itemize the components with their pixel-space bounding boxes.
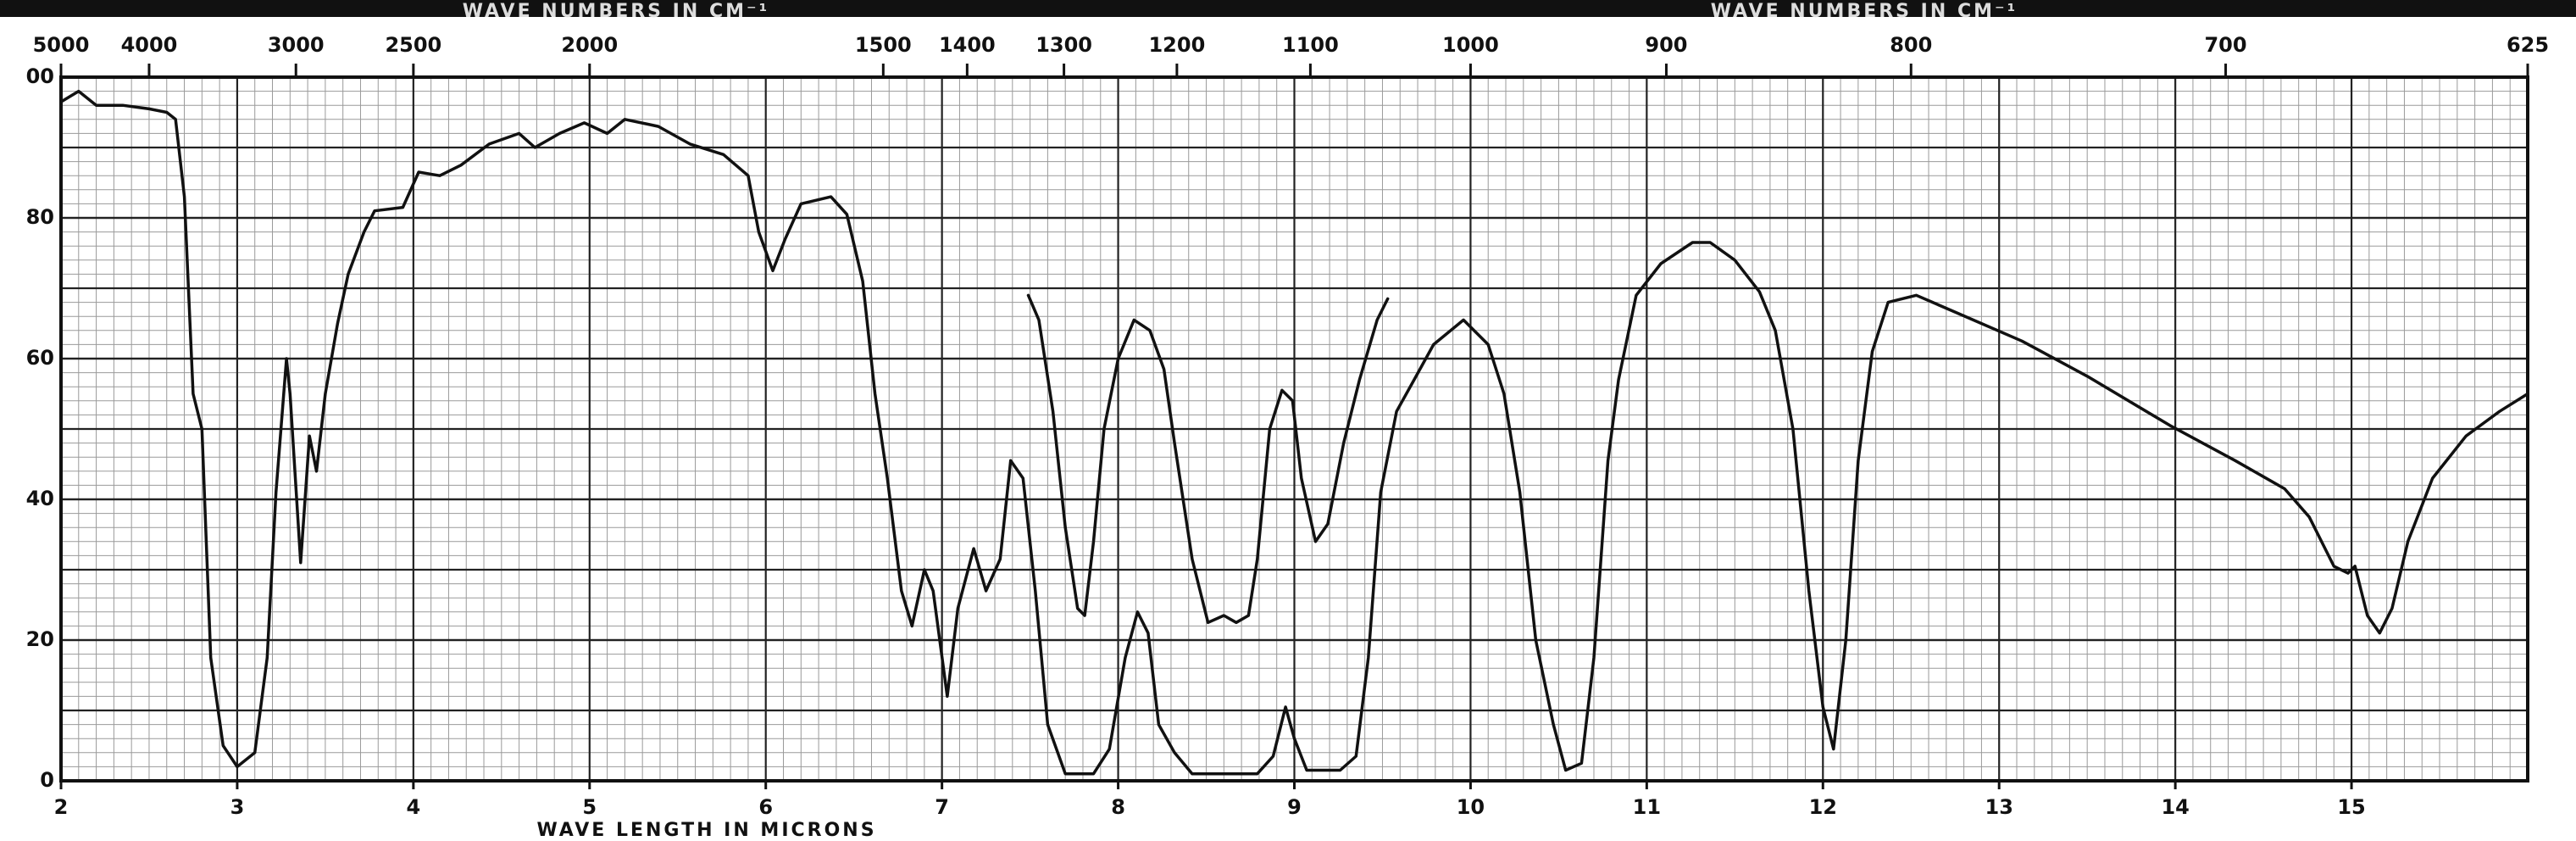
x2-tick-label: 1000 <box>1442 33 1499 57</box>
x2-tick-label: 800 <box>1890 33 1932 57</box>
x-tick-label: 4 <box>407 795 421 819</box>
x2-tick-label: 2000 <box>561 33 618 57</box>
x2-tick-label: 700 <box>2204 33 2246 57</box>
y-tick-label: 0 <box>40 768 54 792</box>
x2-tick-label: 625 <box>2507 33 2549 57</box>
grid <box>59 75 2528 783</box>
x2-tick-label: 1500 <box>855 33 912 57</box>
x-tick-label: 11 <box>1633 795 1661 819</box>
x2-tick-label: 1300 <box>1035 33 1092 57</box>
x-tick-label: 15 <box>2337 795 2365 819</box>
x2-tick-label: 1400 <box>939 33 996 57</box>
x2-axis-title: WAVE NUMBERS IN CM⁻¹ <box>463 1 769 22</box>
plot-frame <box>59 75 2529 783</box>
y-tick-label: 20 <box>26 627 54 651</box>
x2-tick-label: 2500 <box>385 33 441 57</box>
y-tick-label: 60 <box>26 346 54 370</box>
top-bar <box>0 0 2576 17</box>
x2-tick-label: 3000 <box>268 33 325 57</box>
x2-tick-label: 900 <box>1645 33 1687 57</box>
x-tick-label: 2 <box>54 795 69 819</box>
x2-axis-title: WAVE NUMBERS IN CM⁻¹ <box>1711 1 2018 22</box>
spectrum-trace <box>59 89 2529 776</box>
x-tick-label: 10 <box>1457 795 1485 819</box>
x-tick-label: 14 <box>2161 795 2189 819</box>
y-tick-label: 80 <box>26 205 54 229</box>
x2-tick-label: 1200 <box>1148 33 1205 57</box>
x2-tick-label: 5000 <box>33 33 90 57</box>
x-tick-label: 9 <box>1287 795 1302 819</box>
x-tick-label: 12 <box>1809 795 1837 819</box>
x-tick-label: 6 <box>758 795 773 819</box>
x2-tick-label: 1100 <box>1282 33 1339 57</box>
x-axis-title: WAVE LENGTH IN MICRONS <box>536 820 876 841</box>
x-tick-label: 13 <box>1985 795 2013 819</box>
y-tick-label: 40 <box>26 487 54 510</box>
x-tick-label: 5 <box>582 795 597 819</box>
x-tick-label: 3 <box>230 795 245 819</box>
x-tick-label: 7 <box>935 795 949 819</box>
spectrum-trace <box>1026 293 1390 625</box>
y-tick-label: 00 <box>26 64 54 88</box>
x-tick-label: 8 <box>1111 795 1125 819</box>
x2-tick-label: 4000 <box>121 33 178 57</box>
